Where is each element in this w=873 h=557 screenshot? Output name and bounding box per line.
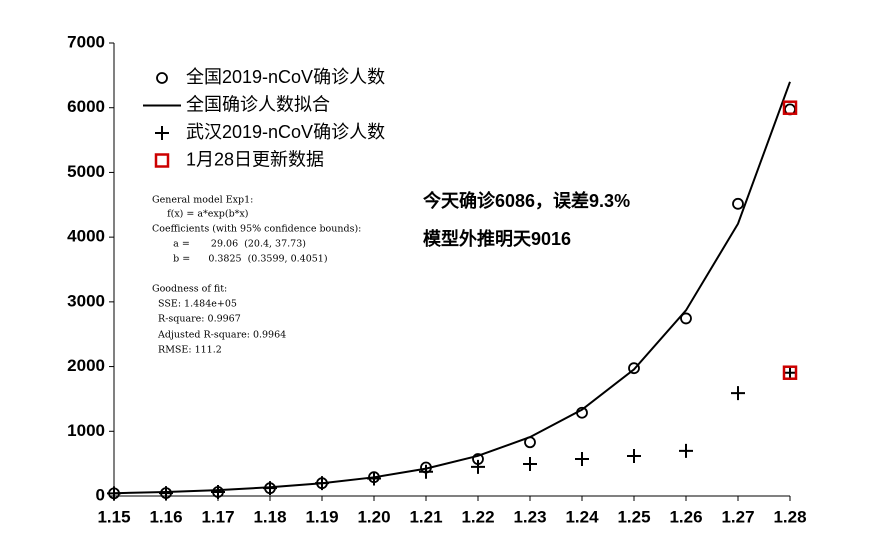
data-point (782, 100, 798, 115)
y-tick-label: 6000 (67, 97, 105, 116)
data-point (628, 362, 640, 375)
legend-label: 全国2019-nCoV确诊人数 (186, 67, 385, 87)
x-tick-label: 1.20 (357, 507, 390, 526)
data-point (783, 365, 797, 380)
x-tick-label: 1.27 (721, 507, 754, 526)
x-tick-label: 1.24 (565, 507, 599, 526)
data-point (211, 484, 225, 499)
y-tick-label: 4000 (67, 227, 105, 246)
legend-marker (156, 72, 168, 84)
data-point (679, 443, 693, 458)
fit-text: a = 29.06 (20.4, 37.73) (152, 239, 306, 250)
x-tick-label: 1.23 (513, 507, 546, 526)
x-tick-label: 1.21 (409, 507, 442, 526)
fit-text: Goodness of fit: (152, 284, 227, 295)
x-tick-label: 1.22 (461, 507, 494, 526)
y-tick-label: 7000 (67, 32, 105, 51)
fit-line (113, 81, 791, 495)
data-point (107, 486, 121, 501)
fit-text: RMSE: 111.2 (152, 345, 222, 356)
legend-marker (154, 153, 170, 168)
x-tick-label: 1.25 (617, 507, 650, 526)
x-tick-label: 1.26 (669, 507, 702, 526)
legend-label: 全国确诊人数拟合 (186, 94, 330, 114)
fit-text: General model Exp1: (152, 195, 253, 206)
x-tick-label: 1.18 (253, 507, 286, 526)
data-point (159, 486, 173, 501)
fit-text: Coefficients (with 95% confidence bounds… (152, 224, 361, 235)
data-point (367, 471, 381, 486)
data-point (732, 197, 744, 210)
annotation: 今天确诊6086，误差9.3% (423, 190, 630, 211)
y-tick-label: 2000 (67, 356, 105, 375)
data-point (523, 456, 537, 471)
data-point (471, 459, 485, 474)
y-tick-label: 5000 (67, 162, 105, 181)
x-tick-label: 1.17 (201, 507, 234, 526)
data-point (627, 449, 641, 464)
fit-text: Adjusted R-square: 0.9964 (152, 330, 286, 341)
fit-text: b = 0.3825 (0.3599, 0.4051) (152, 254, 328, 265)
x-tick-label: 1.28 (773, 507, 806, 526)
data-point (315, 476, 329, 491)
fit-text: f(x) = a*exp(b*x) (152, 209, 248, 220)
y-tick-label: 1000 (67, 421, 105, 440)
y-tick-label: 3000 (67, 291, 105, 310)
legend-label: 武汉2019-nCoV确诊人数 (186, 122, 385, 142)
legend-marker (155, 126, 169, 140)
data-point (731, 386, 745, 401)
x-tick-label: 1.16 (149, 507, 182, 526)
x-tick-label: 1.15 (97, 507, 130, 526)
data-point (419, 464, 433, 479)
y-tick-label: 0 (96, 485, 105, 504)
data-point (782, 365, 798, 380)
data-point (575, 451, 589, 466)
fit-text: R-square: 0.9967 (152, 314, 241, 325)
data-point (680, 312, 692, 325)
legend-label: 1月28日更新数据 (186, 149, 324, 169)
data-point (263, 481, 277, 496)
fit-text: SSE: 1.484e+05 (152, 299, 237, 310)
annotation: 模型外推明天9016 (423, 228, 571, 249)
x-tick-label: 1.19 (305, 507, 338, 526)
